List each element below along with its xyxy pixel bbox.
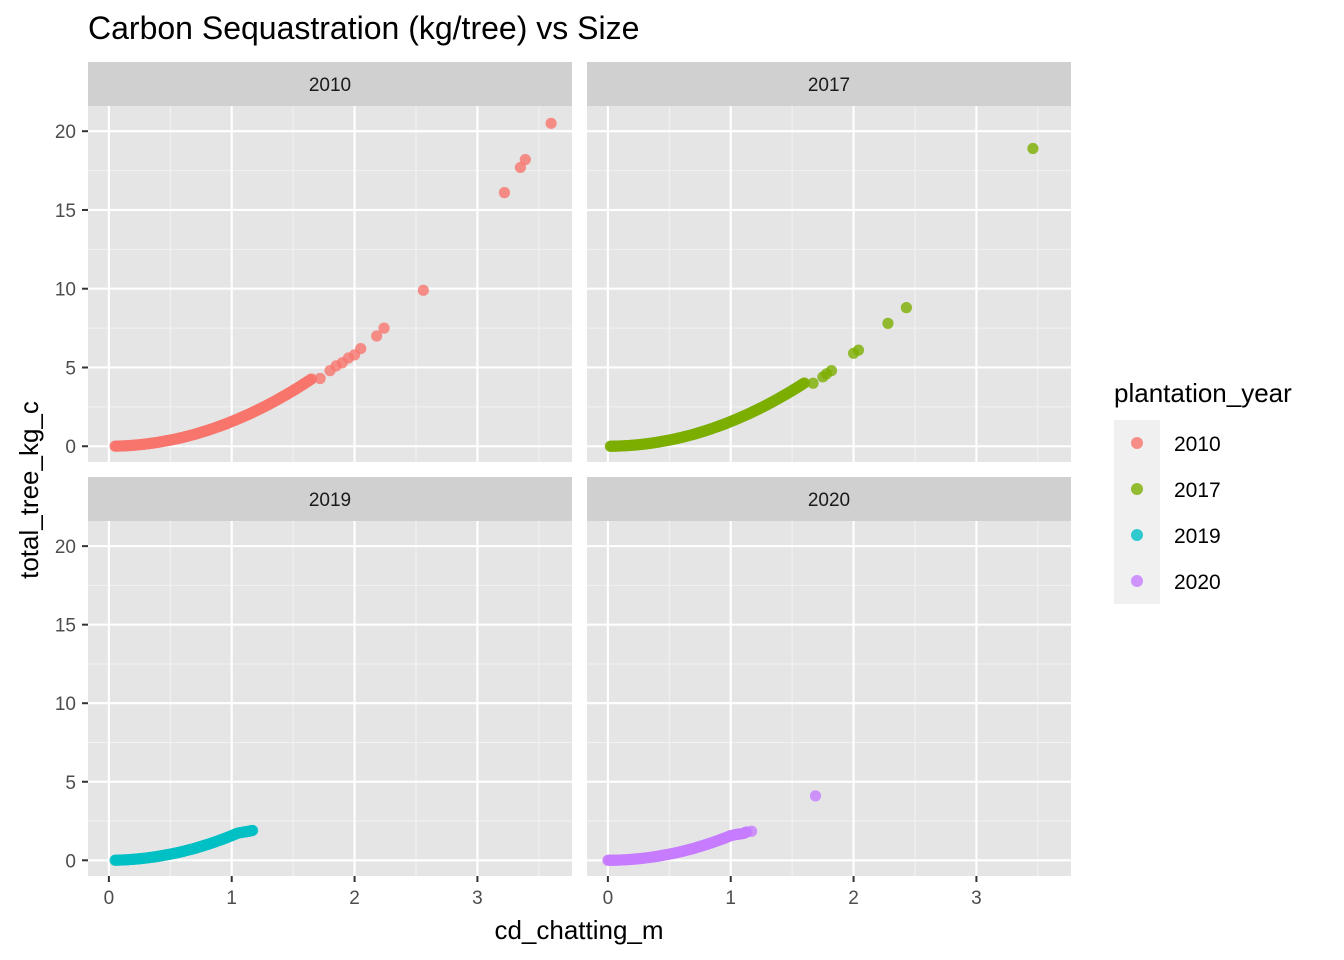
facet-strip-label: 2010 (309, 75, 351, 96)
y-tick-label: 10 (55, 694, 76, 715)
series-points-2010 (109, 117, 557, 452)
legend-item-2020: 2020 (1114, 558, 1221, 604)
legend-title: plantation_year (1114, 378, 1292, 408)
panel-background (88, 106, 572, 462)
facet-panel-2017: 2017 (587, 62, 1071, 462)
legend-item-2019: 2019 (1114, 512, 1221, 558)
y-tick-label: 10 (55, 280, 76, 301)
data-point (378, 322, 390, 334)
y-tick-label: 15 (55, 201, 76, 222)
x-tick-label: 3 (472, 888, 483, 909)
facet-strip-label: 2019 (309, 490, 351, 511)
data-point (807, 377, 819, 389)
y-tick-label: 0 (65, 851, 76, 872)
facet-strip-label: 2020 (808, 490, 850, 511)
data-point (1027, 142, 1039, 155)
chart-title: Carbon Sequastration (kg/tree) vs Size (88, 10, 639, 46)
legend-key-marker (1131, 483, 1143, 495)
x-axis-title: cd_chatting_m (494, 915, 663, 945)
data-point (825, 365, 838, 377)
data-point (882, 317, 894, 329)
series-points-2019 (109, 824, 259, 866)
facet-panels: 2010 0 5 10 15 20 2017 2019 0 5 10 15 20 0 1 2 3 2020 0 1 2 3 (55, 62, 1071, 909)
facet-strip-label: 2017 (808, 75, 850, 96)
series-points-2020 (602, 790, 822, 866)
x-tick-label: 0 (603, 888, 614, 909)
facet-strip (587, 477, 1071, 521)
panel-background (587, 521, 1071, 876)
data-point (746, 825, 758, 837)
facet-strip (88, 62, 572, 106)
data-point (355, 342, 367, 355)
data-point (247, 824, 259, 837)
panel-background (88, 521, 572, 876)
facet-panel-2019: 2019 0 5 10 15 20 0 1 2 3 (55, 477, 572, 909)
x-tick-label: 3 (971, 888, 982, 909)
data-point (314, 372, 326, 385)
data-point (809, 790, 822, 802)
y-tick-label: 0 (65, 437, 76, 458)
legend-label: 2010 (1174, 433, 1221, 456)
y-tick-label: 20 (55, 537, 76, 558)
data-point (852, 344, 865, 356)
y-tick-label: 15 (55, 616, 76, 637)
data-point (545, 117, 557, 129)
legend-item-2017: 2017 (1114, 466, 1221, 512)
data-point (417, 284, 429, 296)
x-tick-label: 0 (104, 888, 115, 909)
y-tick-label: 5 (65, 358, 76, 379)
legend-key-marker (1131, 437, 1143, 449)
x-tick-label: 2 (848, 888, 859, 909)
data-point (371, 330, 383, 342)
data-point (498, 187, 511, 199)
x-tick-label: 2 (349, 888, 360, 909)
panel-background (587, 106, 1071, 462)
y-axis-title: total_tree_kg_c (14, 401, 44, 579)
data-point (305, 373, 318, 385)
data-point (900, 302, 912, 314)
legend-label: 2019 (1174, 525, 1221, 548)
facet-strip (587, 62, 1071, 106)
legend-key-marker (1131, 575, 1143, 587)
facet-panel-2020: 2020 0 1 2 3 (587, 477, 1071, 909)
legend: plantation_year 2010 2017 2019 2020 (1114, 378, 1292, 604)
facet-panel-2010: 2010 0 5 10 15 20 (55, 62, 572, 462)
y-tick-label: 20 (55, 122, 76, 143)
legend-item-2010: 2010 (1114, 420, 1221, 466)
legend-label: 2017 (1174, 479, 1221, 502)
y-tick-label: 5 (65, 773, 76, 794)
data-point (798, 377, 811, 389)
series-points-2017 (604, 142, 1039, 452)
x-tick-label: 1 (226, 888, 237, 909)
x-tick-label: 1 (725, 888, 736, 909)
data-point (519, 153, 531, 166)
facet-strip (88, 477, 572, 521)
legend-label: 2020 (1174, 571, 1221, 594)
legend-key-marker (1131, 529, 1143, 541)
